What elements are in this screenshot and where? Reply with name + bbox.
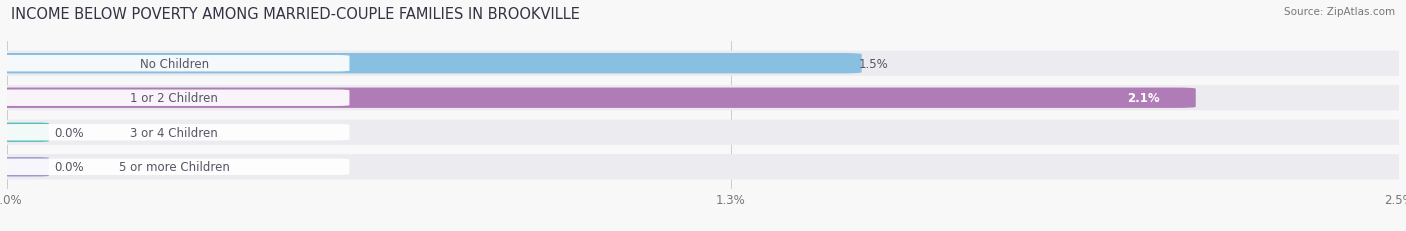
FancyBboxPatch shape bbox=[0, 159, 350, 175]
Text: Source: ZipAtlas.com: Source: ZipAtlas.com bbox=[1284, 7, 1395, 17]
FancyBboxPatch shape bbox=[0, 54, 862, 74]
Text: No Children: No Children bbox=[139, 58, 208, 70]
Text: INCOME BELOW POVERTY AMONG MARRIED-COUPLE FAMILIES IN BROOKVILLE: INCOME BELOW POVERTY AMONG MARRIED-COUPL… bbox=[11, 7, 581, 22]
Text: 0.0%: 0.0% bbox=[55, 126, 84, 139]
FancyBboxPatch shape bbox=[0, 86, 1406, 111]
Text: 1.5%: 1.5% bbox=[859, 58, 889, 70]
FancyBboxPatch shape bbox=[0, 90, 350, 106]
FancyBboxPatch shape bbox=[0, 56, 350, 72]
FancyBboxPatch shape bbox=[0, 155, 1406, 180]
Text: 2.1%: 2.1% bbox=[1128, 92, 1160, 105]
Text: 5 or more Children: 5 or more Children bbox=[118, 161, 229, 173]
FancyBboxPatch shape bbox=[0, 51, 1406, 76]
Text: 0.0%: 0.0% bbox=[55, 161, 84, 173]
FancyBboxPatch shape bbox=[0, 158, 49, 177]
FancyBboxPatch shape bbox=[0, 88, 1195, 108]
Text: 1 or 2 Children: 1 or 2 Children bbox=[131, 92, 218, 105]
FancyBboxPatch shape bbox=[0, 120, 1406, 145]
FancyBboxPatch shape bbox=[0, 123, 49, 142]
Text: 3 or 4 Children: 3 or 4 Children bbox=[131, 126, 218, 139]
FancyBboxPatch shape bbox=[0, 125, 350, 141]
